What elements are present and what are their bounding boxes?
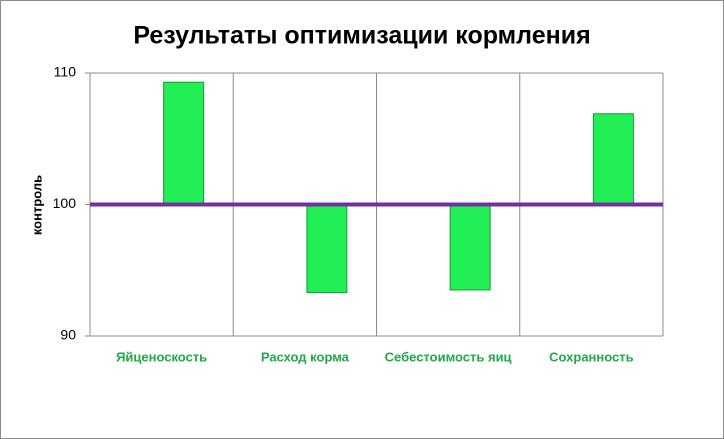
chart-title: Результаты оптимизации кормления <box>133 22 590 50</box>
x-tick-label: Сохранность <box>549 349 633 364</box>
bar <box>449 204 491 291</box>
bar <box>163 81 205 205</box>
x-tick-label: Расход корма <box>261 349 350 364</box>
x-tick-label: Себестоимость яиц <box>385 349 512 364</box>
x-tick-label: Яйценоскость <box>116 349 207 364</box>
y-tick-label: 100 <box>53 195 77 211</box>
y-tick-label: 90 <box>60 327 76 343</box>
bar <box>306 204 348 294</box>
bar <box>592 113 634 205</box>
y-tick-label: 110 <box>54 64 77 80</box>
y-axis-label: контроль <box>29 175 44 235</box>
